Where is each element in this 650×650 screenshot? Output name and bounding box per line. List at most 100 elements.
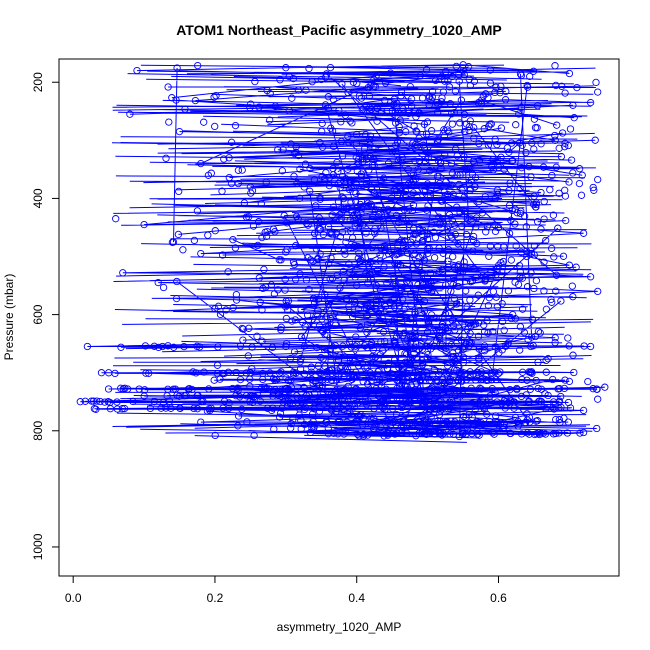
data-point <box>293 179 301 187</box>
data-point <box>558 82 566 90</box>
data-point <box>123 385 132 393</box>
data-point <box>412 432 420 440</box>
data-point <box>411 331 420 339</box>
data-point <box>454 261 463 269</box>
data-point <box>515 110 523 118</box>
data-point <box>441 310 450 318</box>
data-point <box>316 225 324 233</box>
data-point <box>445 309 453 318</box>
data-point <box>525 413 534 422</box>
data-point <box>355 92 364 100</box>
data-point <box>423 235 432 243</box>
data-point <box>494 369 503 378</box>
data-point <box>353 130 361 139</box>
data-point <box>463 303 471 311</box>
data-point <box>266 116 274 124</box>
data-point <box>563 429 572 437</box>
data-point <box>345 302 353 311</box>
data-point <box>449 281 457 289</box>
data-point <box>525 397 533 405</box>
data-point <box>466 117 474 125</box>
x-tick-label: 0.6 <box>490 591 507 605</box>
data-point <box>462 287 470 295</box>
data-point <box>383 365 392 373</box>
data-point <box>413 193 421 202</box>
data-point <box>442 394 450 402</box>
data-point <box>524 398 533 406</box>
data-point <box>362 269 370 278</box>
data-point <box>285 397 293 405</box>
data-point <box>341 397 349 405</box>
data-point <box>479 398 487 406</box>
data-point <box>411 308 419 316</box>
data-point <box>296 194 304 202</box>
data-point <box>407 290 415 298</box>
data-point <box>362 312 371 320</box>
data-point <box>411 157 419 165</box>
data-point <box>158 342 167 351</box>
data-point <box>406 82 414 91</box>
x-tick-label: 0.2 <box>207 591 224 605</box>
data-point <box>484 141 493 149</box>
data-point <box>485 252 493 260</box>
data-point <box>395 123 403 131</box>
data-point <box>337 209 345 217</box>
data-point <box>248 187 257 195</box>
data-point <box>334 179 342 188</box>
data-point <box>484 329 492 337</box>
data-point <box>262 232 271 241</box>
data-point <box>146 404 155 413</box>
data-point <box>396 116 404 124</box>
data-point <box>426 269 434 277</box>
data-point <box>497 124 506 132</box>
data-point <box>200 368 208 376</box>
data-point <box>316 250 324 258</box>
data-point <box>412 323 420 331</box>
data-point <box>292 212 301 221</box>
data-point <box>364 302 372 310</box>
data-point <box>305 64 313 73</box>
data-point <box>289 74 298 83</box>
data-point <box>162 154 170 162</box>
data-point <box>474 291 482 299</box>
data-point <box>401 349 409 358</box>
data-point <box>533 218 542 226</box>
chart-title: ATOM1 Northeast_Pacific asymmetry_1020_A… <box>176 22 502 38</box>
data-point <box>500 326 508 334</box>
data-point <box>250 431 258 440</box>
data-point <box>590 186 598 194</box>
data-point <box>297 354 305 363</box>
data-point <box>427 127 436 135</box>
data-point <box>175 127 184 136</box>
data-point <box>227 138 236 146</box>
data-point <box>120 404 129 413</box>
data-point <box>536 397 544 405</box>
data-point <box>514 422 522 430</box>
data-point <box>395 363 403 372</box>
data-point <box>566 404 575 412</box>
data-point <box>505 148 513 156</box>
data-point <box>328 405 336 413</box>
data-point <box>232 290 241 299</box>
data-point <box>431 233 440 242</box>
data-point <box>398 104 406 112</box>
data-point <box>416 71 424 80</box>
data-point <box>525 163 533 171</box>
data-point <box>508 139 516 147</box>
data-point <box>363 320 372 329</box>
data-point <box>356 300 365 309</box>
data-point <box>464 63 473 71</box>
data-point <box>516 268 524 276</box>
data-point <box>341 364 350 373</box>
data-point <box>540 197 548 206</box>
data-point <box>277 368 285 376</box>
data-point <box>348 208 356 216</box>
data-point <box>365 166 373 174</box>
data-point <box>362 300 370 308</box>
data-point <box>410 391 419 399</box>
data-point <box>565 261 574 269</box>
data-point <box>445 422 453 430</box>
data-point <box>380 174 388 182</box>
data-point <box>356 324 365 332</box>
data-point <box>300 384 309 392</box>
